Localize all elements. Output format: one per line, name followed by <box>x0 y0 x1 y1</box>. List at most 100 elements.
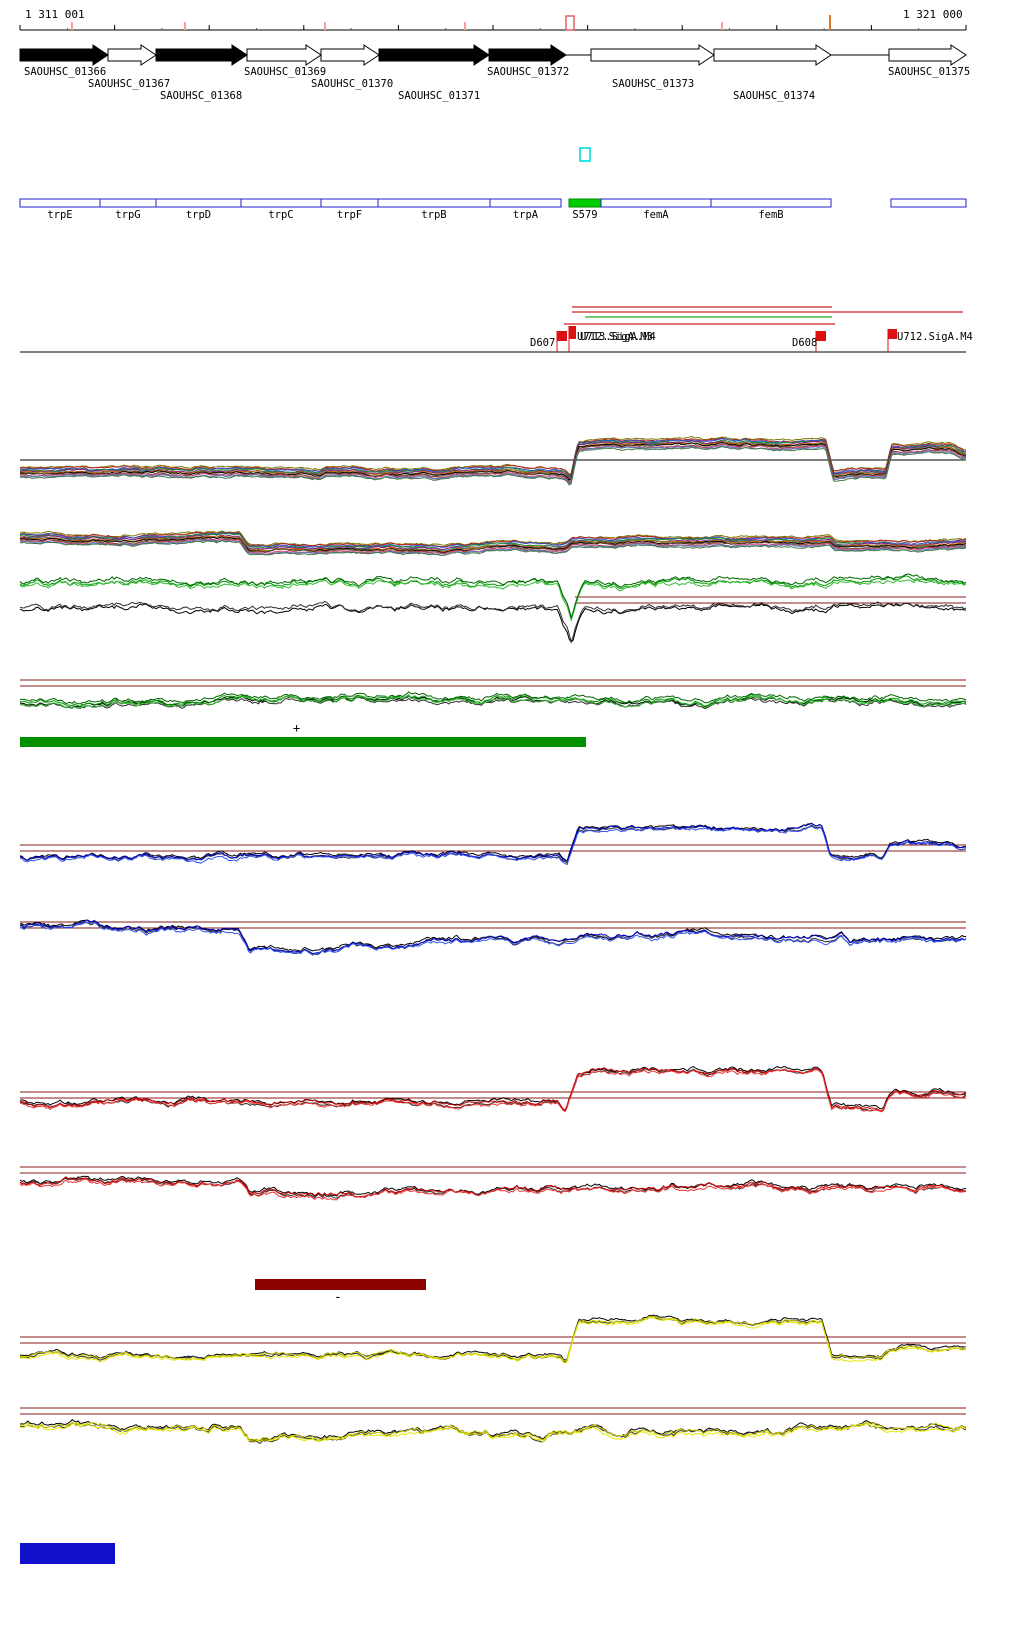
coverage-trace <box>19 441 966 481</box>
cds-label: trpA <box>513 209 539 221</box>
cds-box[interactable] <box>155 198 242 208</box>
cds-box[interactable] <box>710 198 832 208</box>
annotation-label: U713.SigA.M4 <box>580 331 656 343</box>
coverage-trace <box>20 439 967 478</box>
coverage-trace <box>19 539 967 556</box>
ruler-mark-box <box>565 15 575 31</box>
coverage-trace <box>19 1175 967 1197</box>
gene-arrow[interactable] <box>488 44 567 66</box>
coverage-trace <box>19 1423 967 1443</box>
coverage-trace <box>19 1316 967 1364</box>
coverage-red-a <box>19 1066 967 1113</box>
gene-arrow[interactable] <box>320 44 380 66</box>
gene-label: SAOUHSC_01371 <box>398 90 480 102</box>
cds-label: S579 <box>572 209 597 221</box>
gene-label: SAOUHSC_01374 <box>733 90 815 102</box>
coverage-trace <box>19 1067 967 1112</box>
coverage-trace <box>19 439 967 480</box>
gene-arrow[interactable] <box>713 44 832 66</box>
coverage-trace <box>19 1314 967 1361</box>
coverage-trace <box>19 1421 967 1441</box>
cds-label: trpB <box>421 209 446 221</box>
coverage-trace <box>20 446 967 486</box>
cds-box[interactable] <box>320 198 379 208</box>
cds-track: trpE trpG trpD trpC trpF trpB trpA S579 femA femB <box>19 198 967 221</box>
srna-box[interactable] <box>568 198 602 208</box>
coverage-trace <box>19 1315 967 1362</box>
coverage-trace <box>19 535 967 552</box>
coverage-trace <box>19 443 966 484</box>
cds-box[interactable] <box>489 198 562 208</box>
coverage-trace <box>19 445 967 485</box>
gene-arrow[interactable] <box>19 44 109 66</box>
gene-arrow[interactable] <box>888 44 967 66</box>
annotation-label: D607 <box>530 337 555 349</box>
coverage-trace <box>19 532 967 551</box>
cds-label: femB <box>758 209 783 221</box>
coverage-blue-b <box>19 919 967 956</box>
cds-label: trpD <box>186 209 211 221</box>
strand-bars <box>20 737 586 1290</box>
gene-arrow[interactable] <box>107 44 157 66</box>
coverage-yellow-b <box>19 1407 967 1444</box>
coverage-trace <box>19 537 967 555</box>
cds-label: trpC <box>268 209 293 221</box>
coverage-trace <box>19 1176 967 1198</box>
coverage-trace <box>19 538 967 555</box>
coverage-green-b <box>19 679 967 710</box>
coverage-trace <box>19 435 967 475</box>
coverage-trace <box>19 1177 967 1199</box>
coverage-trace <box>19 921 967 956</box>
annotation-flag[interactable] <box>816 331 826 341</box>
gene-arrow[interactable] <box>378 44 490 66</box>
cds-box[interactable] <box>19 198 101 208</box>
annotation-flag[interactable] <box>557 331 567 341</box>
cds-box[interactable] <box>377 198 491 208</box>
selection-marker <box>579 147 591 162</box>
gene-label: SAOUHSC_01366 <box>24 66 106 78</box>
cds-box[interactable] <box>890 198 967 208</box>
coverage-all-samples-b <box>19 530 967 556</box>
coverage-trace <box>19 579 967 622</box>
gene-arrow[interactable] <box>246 44 322 66</box>
annotation-label: D608 <box>792 337 817 349</box>
cds-label: trpE <box>47 209 72 221</box>
coverage-yellow-a <box>19 1314 967 1364</box>
coverage-red-b <box>19 1166 967 1201</box>
ruler-end-label: 1 321 000 <box>903 8 963 21</box>
coverage-green-a <box>19 573 967 644</box>
coverage-trace <box>20 1422 967 1444</box>
coverage-trace <box>19 600 967 644</box>
coverage-trace <box>19 1068 967 1112</box>
coverage-trace <box>19 1178 967 1201</box>
annotation-label: U712.SigA.M3 <box>577 331 653 343</box>
gene-label: SAOUHSC_01369 <box>244 66 326 78</box>
cds-label: trpF <box>337 209 362 221</box>
coverage-trace <box>19 919 967 955</box>
gene-arrow[interactable] <box>155 44 248 66</box>
coverage-all-samples-a <box>19 435 967 486</box>
coverage-trace <box>19 693 967 708</box>
cds-box[interactable] <box>600 198 712 208</box>
annotation-flag[interactable] <box>888 329 897 339</box>
ruler-track <box>19 15 967 31</box>
plus-strand-bar <box>20 737 586 747</box>
gene-label: SAOUHSC_01368 <box>160 90 242 102</box>
gene-arrow[interactable] <box>590 44 715 66</box>
gene-label: SAOUHSC_01370 <box>311 78 393 90</box>
annotation-flag[interactable] <box>569 326 576 339</box>
cds-label: femA <box>643 209 669 221</box>
annotation-label: U712.SigA.M4 <box>897 331 973 343</box>
cds-box[interactable] <box>99 198 157 208</box>
gene-track: SAOUHSC_01366SAOUHSC_01367SAOUHSC_01368S… <box>19 44 970 102</box>
cds-label: trpG <box>115 209 140 221</box>
gene-label: SAOUHSC_01372 <box>487 66 569 78</box>
ruler-start-label: 1 311 001 <box>25 8 85 21</box>
coverage-trace <box>19 1068 967 1113</box>
cds-box[interactable] <box>240 198 322 208</box>
coverage-trace <box>19 822 967 862</box>
coverage-trace <box>19 535 967 553</box>
coverage-trace <box>19 539 967 556</box>
